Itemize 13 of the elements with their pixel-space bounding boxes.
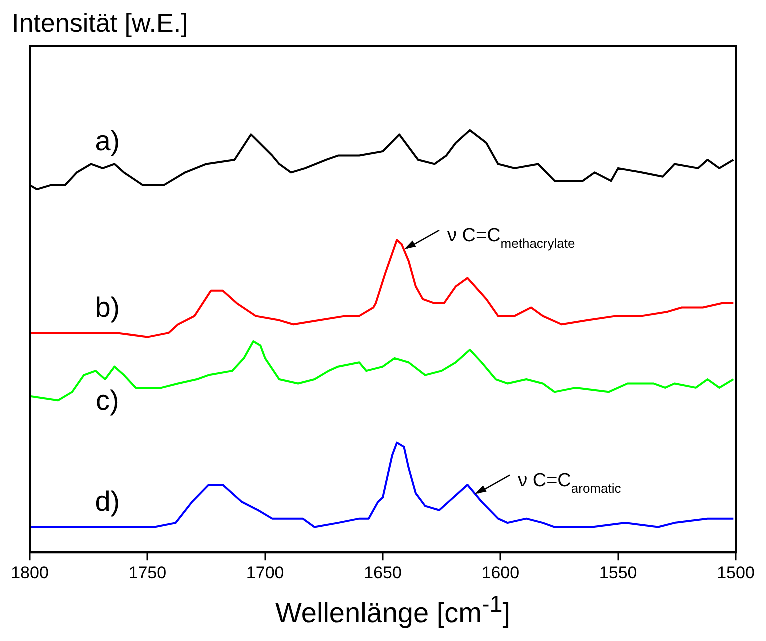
x-tick-label: 1650 [364, 563, 402, 582]
x-tick-label: 1550 [599, 563, 638, 582]
x-axis-title: Wellenlänge [cm$^{-1}$] [274, 591, 512, 630]
x-tick-label: 1500 [717, 563, 755, 582]
series-label: d) [95, 486, 120, 517]
x-tick-label: 1700 [246, 563, 284, 582]
x-tick-label: 1750 [128, 563, 167, 582]
series-label: b) [95, 292, 120, 323]
series-label: c) [96, 385, 120, 416]
x-tick-label: 1800 [11, 563, 49, 582]
y-axis-title: Intensität [w.E.] [11, 8, 190, 40]
series-label: a) [95, 125, 120, 156]
x-tick-label: 1600 [482, 563, 520, 582]
